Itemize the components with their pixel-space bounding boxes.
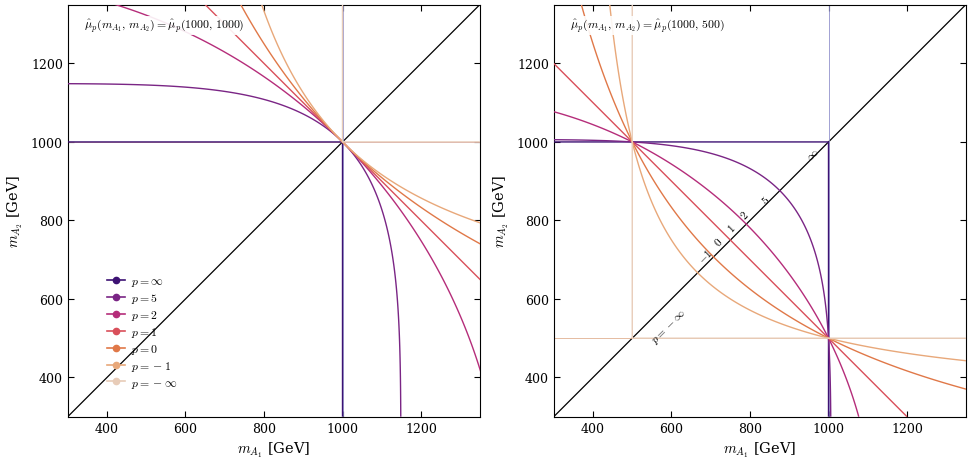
Legend: $p = \infty$, $p = 5$, $p = 2$, $p = 1$, $p = 0$, $p = -1$, $p = -\infty$: $p = \infty$, $p = 5$, $p = 2$, $p = 1$,… (102, 269, 182, 394)
Y-axis label: $m_{A_2}$ [GeV]: $m_{A_2}$ [GeV] (492, 174, 511, 248)
X-axis label: $m_{A_1}$ [GeV]: $m_{A_1}$ [GeV] (723, 440, 796, 459)
Text: $2$: $2$ (738, 208, 751, 221)
Text: $p = -\infty$: $p = -\infty$ (650, 308, 689, 347)
Text: $1$: $1$ (724, 221, 738, 235)
Text: $-1$: $-1$ (695, 246, 714, 265)
Text: $\hat{\mu}_p(m_{A_1},\, m_{A_2}) = \hat{\mu}_p(1000,\, 500)$: $\hat{\mu}_p(m_{A_1},\, m_{A_2}) = \hat{… (571, 18, 725, 35)
Text: $\infty$: $\infty$ (805, 146, 820, 162)
Y-axis label: $m_{A_2}$ [GeV]: $m_{A_2}$ [GeV] (6, 174, 25, 248)
Text: $5$: $5$ (759, 193, 773, 206)
Text: $0$: $0$ (712, 235, 724, 248)
Text: $\hat{\mu}_p(m_{A_1},\, m_{A_2}) = \hat{\mu}_p(1000,\, 1000)$: $\hat{\mu}_p(m_{A_1},\, m_{A_2}) = \hat{… (85, 18, 245, 35)
X-axis label: $m_{A_1}$ [GeV]: $m_{A_1}$ [GeV] (237, 440, 310, 459)
